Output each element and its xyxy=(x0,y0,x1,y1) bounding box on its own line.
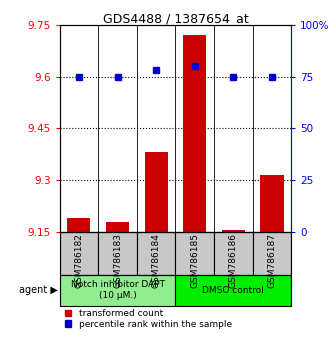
Bar xyxy=(60,232,98,275)
Bar xyxy=(60,275,175,306)
Bar xyxy=(67,218,90,232)
Text: Notch inhibitor DAPT
(10 μM.): Notch inhibitor DAPT (10 μM.) xyxy=(71,280,165,300)
Text: GSM786186: GSM786186 xyxy=(229,233,238,289)
Bar xyxy=(137,232,175,275)
Bar xyxy=(253,232,291,275)
Bar xyxy=(175,232,214,275)
Text: agent ▶: agent ▶ xyxy=(19,285,58,295)
Bar xyxy=(175,275,291,306)
Text: GSM786184: GSM786184 xyxy=(152,233,161,288)
Legend: transformed count, percentile rank within the sample: transformed count, percentile rank withi… xyxy=(64,308,233,330)
Bar xyxy=(222,230,245,232)
Bar xyxy=(98,232,137,275)
Text: GSM786185: GSM786185 xyxy=(190,233,199,289)
Bar xyxy=(106,222,129,232)
Text: GSM786182: GSM786182 xyxy=(74,233,83,288)
Text: GSM786187: GSM786187 xyxy=(267,233,276,289)
Bar xyxy=(260,175,284,232)
Text: GSM786183: GSM786183 xyxy=(113,233,122,289)
Title: GDS4488 / 1387654_at: GDS4488 / 1387654_at xyxy=(103,12,248,25)
Text: DMSO control: DMSO control xyxy=(203,286,264,295)
Bar xyxy=(145,153,168,232)
Bar xyxy=(214,232,253,275)
Bar xyxy=(183,35,206,232)
